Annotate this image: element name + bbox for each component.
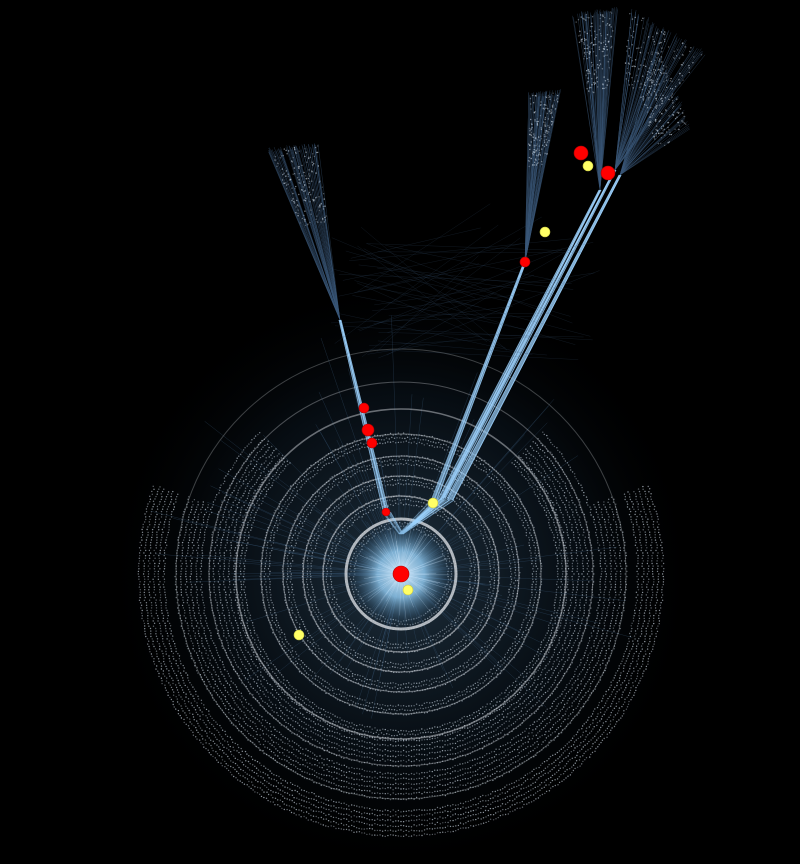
- ring-3: [302, 475, 500, 673]
- fan-ring-dots-8: [174, 431, 628, 801]
- top-right-node-3: [600, 165, 616, 181]
- top-right-node-1: [573, 145, 589, 161]
- ring-2: [322, 495, 480, 653]
- branch-right-a: [398, 6, 618, 535]
- fan-ring-dots-9: [137, 485, 665, 838]
- ring-6: [235, 408, 567, 740]
- right-branch-node-2: [539, 226, 551, 238]
- ring-inner: [344, 517, 458, 631]
- root-node: [392, 565, 410, 583]
- ring-outer: [175, 348, 627, 800]
- root-child-node: [402, 584, 414, 596]
- left-branch-node-3: [366, 437, 378, 449]
- ring-7: [208, 381, 594, 767]
- branch-center: [398, 89, 562, 535]
- cross-links: [331, 203, 600, 360]
- fan-ring-dots-5: [259, 432, 543, 716]
- top-right-node-2: [582, 160, 594, 172]
- branch-left: [268, 143, 404, 535]
- left-branch-node-2: [361, 423, 375, 437]
- ring-5: [260, 433, 542, 715]
- branch-base-node-left: [381, 507, 391, 517]
- left-branch-node-1: [358, 402, 370, 414]
- ring-4: [282, 455, 520, 693]
- fan-ring-dots-7: [208, 438, 595, 768]
- branch-right-c: [398, 47, 691, 535]
- right-branch-node-1: [519, 256, 531, 268]
- ring-node-west: [293, 629, 305, 641]
- branch-base-node-right: [427, 497, 439, 509]
